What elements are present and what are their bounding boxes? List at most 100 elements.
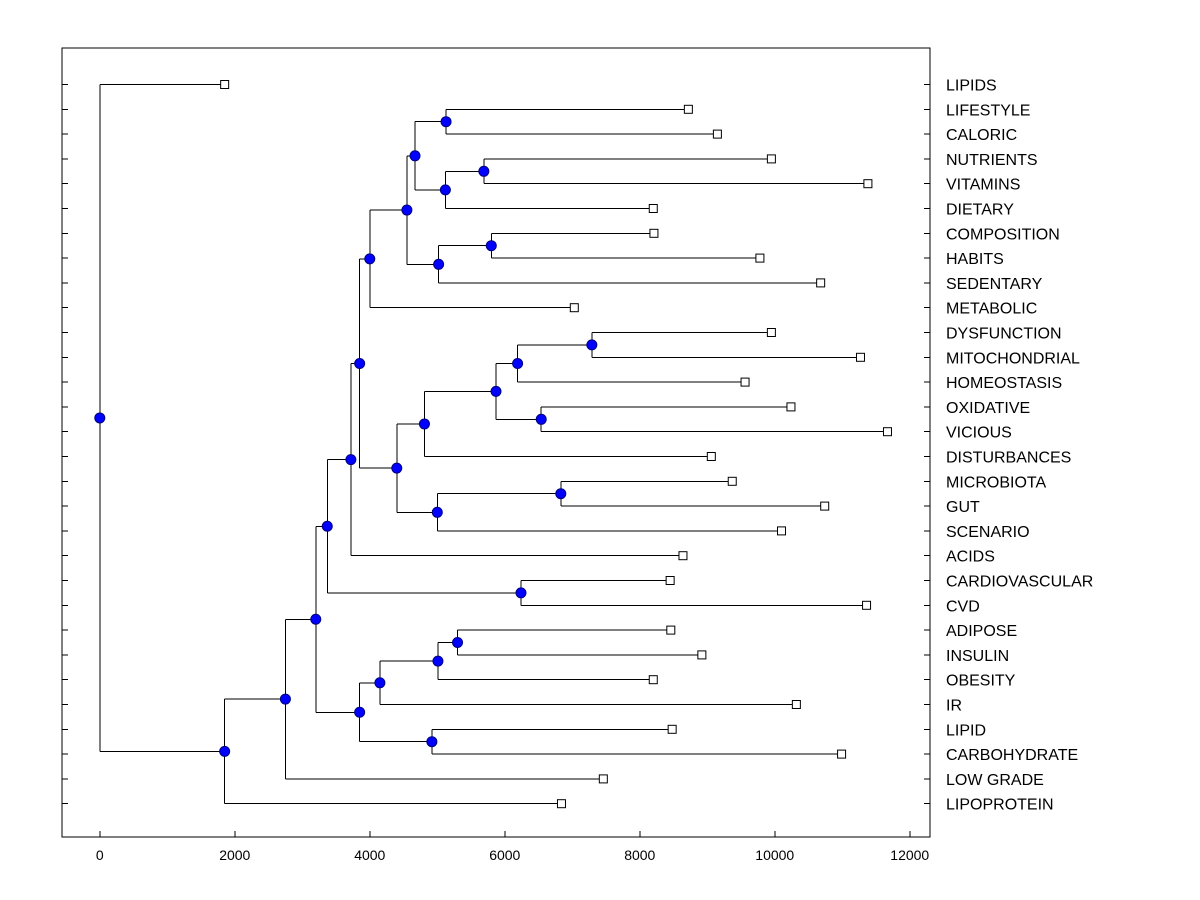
leaf-label-lipoprotein: LIPOPROTEIN <box>946 797 1054 814</box>
cluster-node-n_ox <box>391 462 403 474</box>
plot-frame <box>61 47 931 838</box>
cluster-node-n_nv <box>478 165 490 177</box>
leaf-marker-homeostasis <box>740 377 750 387</box>
cluster-node-n_big <box>354 358 366 369</box>
cluster-node-n_dmh <box>512 358 524 369</box>
cluster-node-n_mgs <box>431 506 443 518</box>
leaf-label-acids: ACIDS <box>946 549 995 566</box>
leaf-label-low-grade: LOW GRADE <box>946 772 1044 789</box>
leaf-label-insulin: INSULIN <box>946 648 1009 665</box>
leaf-marker-acids <box>678 551 688 561</box>
leaf-label-sedentary: SEDENTARY <box>946 276 1043 293</box>
cluster-node-n_card <box>321 520 333 532</box>
leaf-label-disturbances: DISTURBANCES <box>946 450 1071 467</box>
leaf-label-obesity: OBESITY <box>946 673 1016 690</box>
leaf-marker-dysfunction <box>766 328 776 337</box>
leaf-marker-lifestyle <box>683 104 693 114</box>
leaf-marker-oxidative <box>786 402 796 412</box>
leaf-marker-obesity <box>648 675 658 685</box>
cluster-nodes <box>94 116 598 757</box>
cluster-node-n_life <box>409 150 421 162</box>
leaf-label-dietary: DIETARY <box>946 202 1014 219</box>
leaf-label-habits: HABITS <box>946 251 1004 268</box>
leaf-marker-scenario <box>777 526 787 536</box>
cluster-node-n_ai <box>452 637 464 648</box>
leaf-label-vitamins: VITAMINS <box>946 177 1020 194</box>
leaf-label-caloric: CALORIC <box>946 127 1017 144</box>
leaf-label-cvd: CVD <box>946 598 980 615</box>
x-axis-ticks: 0 2000 4000 6000 8000 10000 12000 <box>96 831 929 863</box>
cluster-node-n_aioi <box>374 677 386 689</box>
leaf-label-metabolic: METABOLIC <box>946 301 1037 318</box>
leaf-label-carbohydrate: CARBOHYDRATE <box>946 747 1078 764</box>
leaf-label-vicious: VICIOUS <box>946 425 1012 442</box>
leaf-marker-metabolic <box>569 303 579 313</box>
leaf-marker-lipid <box>667 724 677 734</box>
leaf-label-adipose: ADIPOSE <box>946 623 1017 640</box>
x-tick-label: 12000 <box>890 847 929 863</box>
leaf-label-dysfunction: DYSFUNCTION <box>946 326 1062 343</box>
cluster-node-n_low <box>279 693 291 705</box>
leaf-label-lipids: LIPIDS <box>946 78 997 95</box>
leaf-marker-lipoprotein <box>556 799 566 809</box>
leaf-label-nutrients: NUTRIENTS <box>946 152 1038 169</box>
leaf-label-gut: GUT <box>946 499 980 516</box>
x-tick-label: 0 <box>96 847 104 863</box>
leaf-markers <box>220 80 892 809</box>
cluster-node-n_main <box>310 613 322 625</box>
leaf-marker-disturbances <box>706 452 716 461</box>
cluster-node-n_dist <box>418 418 430 430</box>
cluster-node-n_dm <box>586 339 598 351</box>
cluster-node-n_meta <box>364 253 376 265</box>
leaf-marker-gut <box>820 501 830 511</box>
leaf-label-scenario: SCENARIO <box>946 524 1030 541</box>
leaf-marker-cardiovascular <box>665 576 675 585</box>
leaf-marker-habits <box>755 253 765 263</box>
leaf-label-microbiota: MICROBIOTA <box>946 474 1046 491</box>
y-axis-ticks <box>62 84 930 805</box>
x-tick-label: 4000 <box>354 847 385 863</box>
leaf-marker-microbiota <box>727 476 737 486</box>
cluster-node-n_lp <box>219 745 231 757</box>
cluster-node-n_chs <box>433 258 445 270</box>
leaf-label-composition: COMPOSITION <box>946 226 1060 243</box>
leaf-label-cardiovascular: CARDIOVASCULAR <box>946 574 1093 591</box>
cluster-node-n_ir <box>354 706 366 718</box>
leaf-labels: LIPIDS LIFESTYLE CALORIC NUTRIENTS VITAMINS D… <box>946 78 1093 814</box>
leaf-marker-composition <box>649 228 659 238</box>
cluster-node-n_lcarb <box>426 736 438 748</box>
leaf-marker-sedentary <box>816 278 826 288</box>
leaf-marker-low-grade <box>598 774 608 784</box>
cluster-node-root <box>94 412 106 424</box>
x-tick-label: 8000 <box>624 847 655 863</box>
leaf-marker-nutrients <box>766 154 776 164</box>
leaf-marker-lipids <box>220 80 230 89</box>
leaf-marker-caloric <box>712 129 722 139</box>
cluster-node-n_nvd <box>439 184 451 196</box>
cluster-node-n_mg <box>555 488 567 500</box>
leaf-label-lifestyle: LIFESTYLE <box>946 102 1030 119</box>
leaf-marker-vicious <box>882 427 892 437</box>
x-tick-label: 10000 <box>755 847 794 863</box>
leaf-marker-vitamins <box>863 179 873 189</box>
cluster-node-n_cv <box>515 587 527 599</box>
leaf-label-homeostasis: HOMEOSTASIS <box>946 375 1062 392</box>
leaf-label-mitochondrial: MITOCHONDRIAL <box>946 350 1080 367</box>
cluster-node-n_ch <box>485 240 497 252</box>
leaf-marker-mitochondrial <box>855 352 865 362</box>
x-tick-label: 2000 <box>219 847 250 863</box>
leaf-label-oxidative: OXIDATIVE <box>946 400 1030 417</box>
x-tick-label: 6000 <box>489 847 520 863</box>
leaf-marker-insulin <box>697 650 707 660</box>
cluster-node-n_mito <box>490 385 502 397</box>
cluster-node-n_acid <box>345 454 357 466</box>
leaf-marker-ir <box>791 700 801 709</box>
cluster-node-n_aio <box>432 655 444 667</box>
leaf-label-ir: IR <box>946 698 962 715</box>
leaf-marker-cvd <box>862 600 872 610</box>
leaf-marker-carbohydrate <box>837 749 847 759</box>
branch-lines <box>99 84 888 805</box>
cluster-node-n_ov <box>535 413 547 425</box>
leaf-label-lipid: LIPID <box>946 722 986 739</box>
